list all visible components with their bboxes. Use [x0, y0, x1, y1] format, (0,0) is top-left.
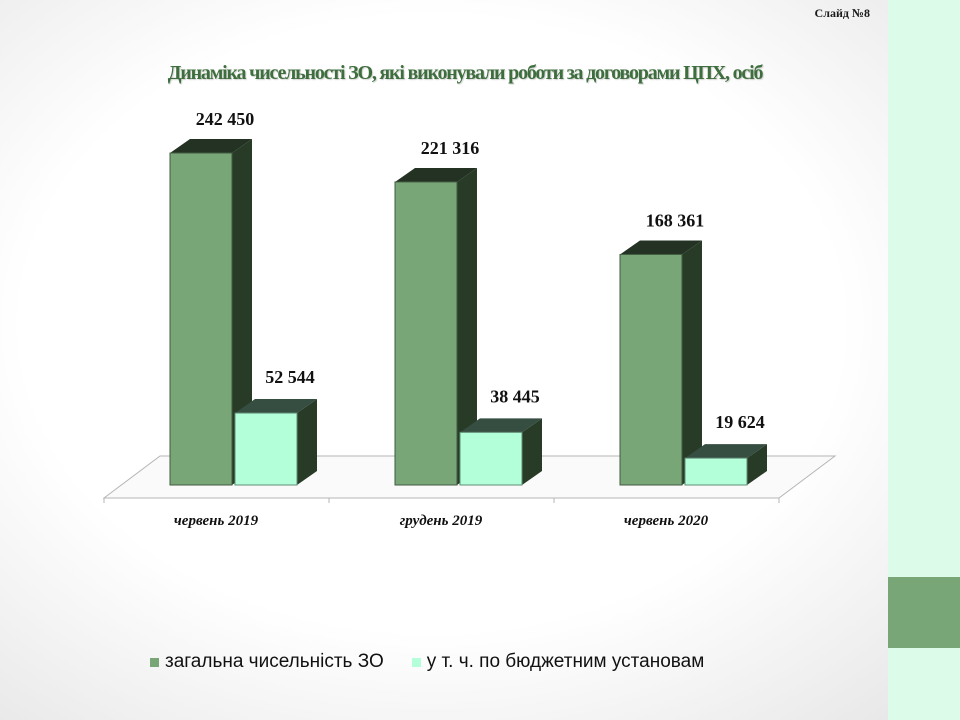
legend: загальна чисельність ЗО у т. ч. по бюдже…	[150, 648, 704, 676]
bar-total-0	[169, 152, 233, 486]
data-label-total-1: 221 316	[421, 138, 480, 158]
bar-total-2-side	[682, 240, 702, 485]
side-accent-block	[888, 577, 960, 648]
bar-total-2-top	[620, 240, 702, 255]
slide-number: Слайд №8	[814, 6, 870, 20]
data-label-budget-0: 52 544	[265, 367, 315, 387]
category-label-2: червень 2020	[624, 513, 709, 529]
bar-budget-2-side	[747, 444, 767, 485]
bar-total-1	[394, 181, 458, 486]
legend-label-total: загальна чисельність ЗО	[165, 651, 384, 672]
bar-budget-1-top	[460, 418, 542, 433]
bar-total-0-top	[170, 139, 252, 153]
chart-title: Динаміка чисельності ЗО, які виконували …	[167, 62, 764, 84]
legend-item-budget: у т. ч. по бюджетним установам	[411, 651, 705, 673]
bar-budget-2-top	[685, 444, 767, 459]
bar-budget-2	[684, 457, 748, 486]
category-label-1: грудень 2019	[400, 513, 483, 529]
data-label-budget-1: 38 445	[490, 386, 540, 406]
legend-label-budget: у т. ч. по бюджетним установам	[426, 651, 705, 672]
legend-swatch-budget	[411, 657, 421, 667]
bar-budget-0-side	[297, 399, 317, 485]
bar-budget-0-top	[235, 399, 317, 414]
bar-total-0-side	[232, 139, 252, 485]
bar-total-1-top	[395, 167, 477, 182]
bar-total-1-side	[457, 167, 477, 485]
legend-item-total: загальна чисельність ЗО	[150, 651, 384, 673]
data-label-total-2: 168 361	[646, 210, 705, 230]
data-label-total-0: 242 450	[196, 109, 255, 129]
bar-budget-0	[234, 412, 298, 486]
data-label-budget-2: 19 624	[715, 412, 765, 432]
bar-chart: 242 450 52 544 червень 2019 221 316 38 445 гр…	[102, 109, 837, 529]
bar-budget-1-side	[522, 418, 542, 485]
category-label-0: червень 2019	[174, 513, 259, 529]
bar-budget-1	[459, 431, 523, 486]
bar-total-2	[619, 253, 683, 486]
legend-swatch-total	[150, 657, 159, 667]
